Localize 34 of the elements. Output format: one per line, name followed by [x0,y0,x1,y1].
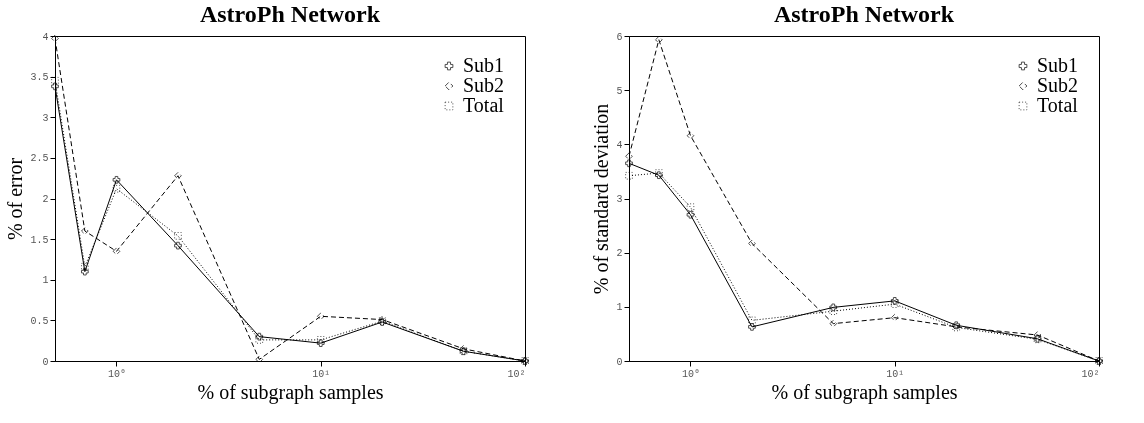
legend-label: Total [1037,94,1079,116]
y-tick-label: 1 [42,275,49,287]
y-tick-label: 6 [616,31,623,43]
legend-label: Sub1 [463,54,505,76]
y-tick-label: 0 [616,356,623,368]
y-axis-title: % of error [4,157,27,241]
y-tick-label: 4 [616,139,623,151]
x-tick-label: 10² [507,368,526,380]
x-axis-title: % of subgraph samples [197,380,384,404]
y-tick-label: 2 [616,248,623,260]
chart-title: AstroPh Network [773,1,955,27]
legend-label: Sub2 [463,74,505,96]
y-tick-label: 1.5 [30,234,49,246]
x-tick-label: 10⁰ [681,368,700,380]
y-tick-label: 5 [616,85,623,97]
x-tick-label: 10¹ [312,368,331,380]
y-tick-label: 2 [42,194,49,205]
legend-label: Sub1 [1037,54,1079,76]
legend-label: Total [463,94,505,116]
y-tick-label: 3 [616,194,623,205]
y-tick-label: 3.5 [30,72,49,84]
y-tick-label: 3 [42,112,49,124]
x-tick-label: 10² [1081,368,1100,380]
y-tick-label: 4 [42,31,49,43]
y-tick-label: 0 [42,356,49,368]
x-axis-title: % of subgraph samples [771,380,958,404]
y-axis-title: % of standard deviation [590,103,613,295]
x-tick-label: 10⁰ [107,368,126,380]
chart-title: AstroPh Network [199,1,381,27]
y-tick-label: 1 [616,302,623,314]
legend-label: Sub2 [1037,74,1079,96]
y-tick-label: 0.5 [30,315,49,327]
x-tick-label: 10¹ [886,368,905,380]
y-tick-label: 2.5 [30,153,49,165]
